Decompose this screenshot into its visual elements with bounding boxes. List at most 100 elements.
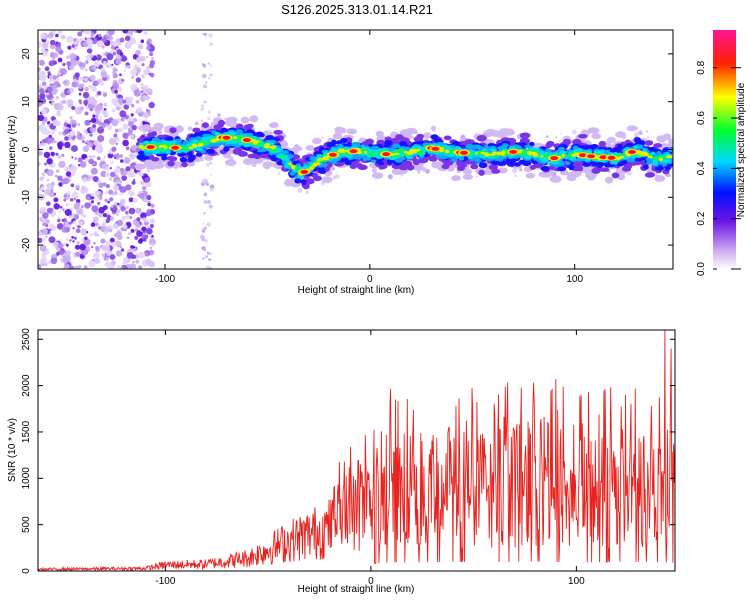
ridge-blob bbox=[391, 168, 404, 176]
noise-speckle bbox=[46, 158, 53, 165]
ridge-blob bbox=[451, 141, 461, 147]
colorbar-axis: 0.0 0.2 0.4 0.6 0.8 bbox=[696, 60, 741, 276]
ridge-blob bbox=[245, 129, 255, 134]
ridge-blob bbox=[337, 150, 343, 153]
noise-speckle bbox=[71, 123, 76, 128]
noise-speckle bbox=[136, 56, 143, 63]
noise-speckle bbox=[83, 99, 89, 105]
halo-speckle bbox=[297, 187, 303, 193]
noise-speckle bbox=[44, 129, 51, 135]
noise-speckle bbox=[115, 142, 119, 146]
noise-speckle bbox=[109, 237, 115, 243]
ridge-blob bbox=[243, 158, 254, 166]
y-tick-label: 0.8 bbox=[696, 60, 707, 74]
noise-speckle bbox=[64, 136, 69, 141]
band-speckle bbox=[204, 226, 207, 230]
ridge-blob bbox=[255, 131, 264, 138]
halo-speckle bbox=[400, 174, 404, 177]
x-tick-label: -100 bbox=[155, 576, 175, 587]
ridge-peak bbox=[222, 135, 231, 140]
y-tick-label: 0 bbox=[21, 568, 32, 574]
ridge-blob bbox=[143, 140, 150, 145]
band-speckle bbox=[205, 182, 209, 186]
noise-speckle bbox=[76, 107, 79, 110]
noise-speckle bbox=[50, 151, 55, 157]
noise-speckle bbox=[82, 140, 85, 144]
ridge-blob bbox=[642, 164, 649, 170]
noise-speckle bbox=[135, 251, 138, 254]
noise-speckle bbox=[63, 198, 67, 202]
noise-speckle bbox=[46, 201, 51, 206]
noise-speckle bbox=[108, 30, 115, 36]
ridge-blob bbox=[462, 174, 474, 180]
ridge-blob bbox=[519, 137, 531, 144]
noise-speckle bbox=[94, 146, 100, 152]
noise-speckle bbox=[61, 146, 65, 149]
noise-speckle bbox=[41, 238, 46, 242]
noise-speckle bbox=[75, 251, 81, 257]
ridge-blob bbox=[394, 157, 404, 163]
spectrogram-x-label: Height of straight line (km) bbox=[298, 285, 415, 296]
noise-speckle bbox=[71, 145, 78, 152]
ridge-blob bbox=[225, 159, 237, 167]
ridge-blob bbox=[557, 146, 565, 152]
noise-speckle bbox=[90, 117, 97, 124]
noise-speckle bbox=[97, 126, 104, 134]
y-tick-label: 0.0 bbox=[696, 262, 707, 276]
noise-speckle bbox=[119, 154, 124, 158]
ridge-blob bbox=[213, 124, 222, 130]
noise-speckle bbox=[38, 143, 41, 149]
noise-speckle bbox=[144, 85, 149, 89]
noise-speckle bbox=[119, 198, 126, 205]
ridge-blob bbox=[242, 145, 252, 151]
colorbar-gradient bbox=[713, 30, 736, 269]
ridge-blob bbox=[362, 156, 369, 161]
noise-speckle bbox=[90, 222, 96, 227]
noise-speckle bbox=[115, 174, 119, 178]
ridge-blob bbox=[238, 141, 243, 146]
noise-speckle bbox=[59, 205, 63, 209]
noise-speckle bbox=[57, 42, 61, 47]
noise-speckle bbox=[73, 265, 80, 269]
noise-speckle bbox=[61, 90, 65, 94]
noise-speckle bbox=[71, 156, 74, 159]
noise-speckle bbox=[123, 157, 131, 164]
noise-speckle bbox=[87, 141, 94, 148]
noise-speckle bbox=[73, 236, 77, 240]
halo-speckle bbox=[558, 140, 561, 143]
noise-speckle bbox=[49, 101, 52, 104]
noise-speckle bbox=[142, 121, 146, 125]
ridge-blob bbox=[169, 127, 177, 134]
noise-speckle bbox=[71, 191, 79, 199]
noise-speckle bbox=[72, 227, 75, 230]
noise-speckle bbox=[69, 221, 73, 225]
ridge-peak bbox=[300, 169, 309, 174]
noise-speckle bbox=[134, 64, 138, 68]
noise-speckle bbox=[75, 228, 81, 234]
noise-speckle bbox=[130, 30, 134, 33]
band-speckle bbox=[209, 64, 212, 67]
noise-speckle bbox=[101, 244, 109, 252]
noise-speckle bbox=[67, 191, 71, 195]
noise-speckle bbox=[64, 119, 68, 123]
ridge-blob bbox=[249, 115, 259, 123]
noise-speckle bbox=[124, 210, 129, 215]
noise-speckle bbox=[73, 203, 80, 210]
noise-speckle bbox=[118, 78, 125, 85]
snr-plot-area bbox=[38, 330, 675, 571]
noise-speckle bbox=[125, 214, 130, 220]
noise-speckle bbox=[44, 66, 50, 72]
band-speckle bbox=[200, 107, 205, 112]
ridge-blob bbox=[587, 127, 600, 134]
ridge-blob bbox=[566, 171, 579, 178]
ridge-blob bbox=[153, 125, 163, 132]
noise-speckle bbox=[145, 252, 149, 257]
noise-speckle bbox=[105, 240, 111, 246]
band-speckle bbox=[203, 212, 206, 215]
noise-speckle bbox=[55, 46, 62, 53]
ridge-blob bbox=[158, 144, 163, 149]
noise-speckle bbox=[94, 258, 101, 264]
snr-y-axis: 0 500 1000 1500 2000 2500 bbox=[21, 328, 675, 574]
noise-speckle bbox=[83, 91, 90, 99]
ridge-blob bbox=[312, 162, 318, 166]
